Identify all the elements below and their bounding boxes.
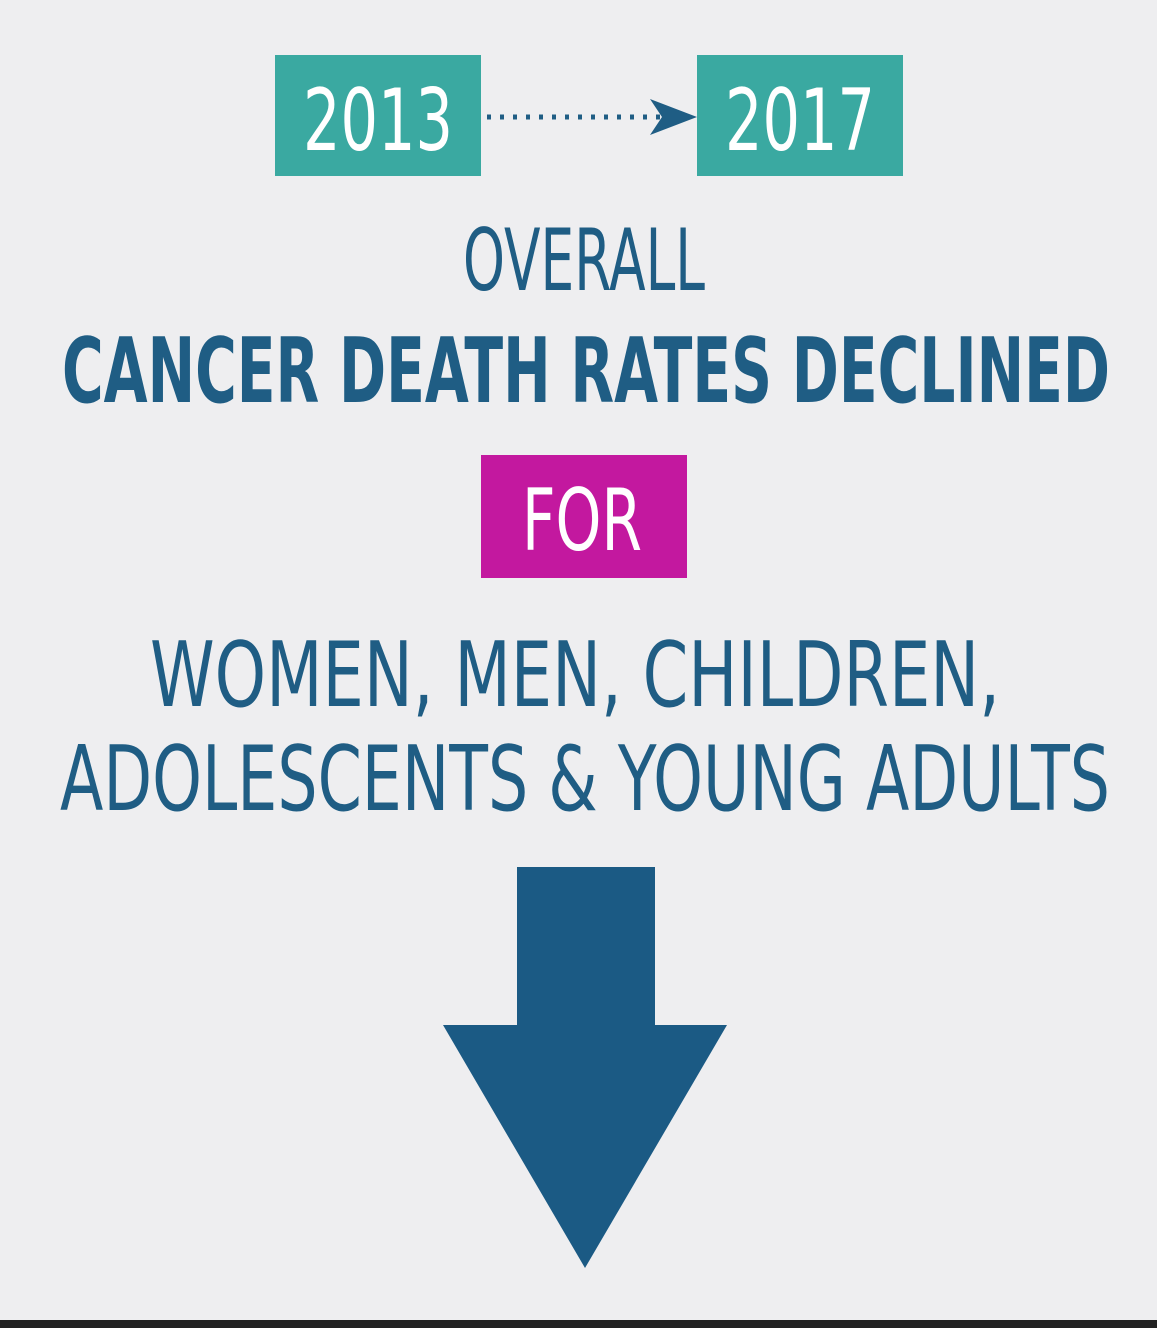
start-year: 2013 bbox=[303, 71, 453, 171]
bottom-border bbox=[0, 1320, 1157, 1328]
end-year: 2017 bbox=[725, 71, 875, 171]
connector-box bbox=[481, 455, 687, 578]
connector-text: FOR bbox=[522, 471, 642, 571]
decline-arrow bbox=[443, 867, 727, 1268]
groups-line: ADOLESCENTS & YOUNG ADULTS bbox=[60, 727, 1110, 832]
end-year-box bbox=[697, 55, 903, 176]
groups-line: WOMEN, MEN, CHILDREN, bbox=[150, 623, 1000, 728]
intro-text: OVERALL bbox=[463, 211, 705, 311]
timeline-arrowhead bbox=[650, 99, 697, 135]
start-year-box bbox=[275, 55, 481, 176]
main-headline: CANCER DEATH RATES DECLINED bbox=[62, 319, 1110, 424]
